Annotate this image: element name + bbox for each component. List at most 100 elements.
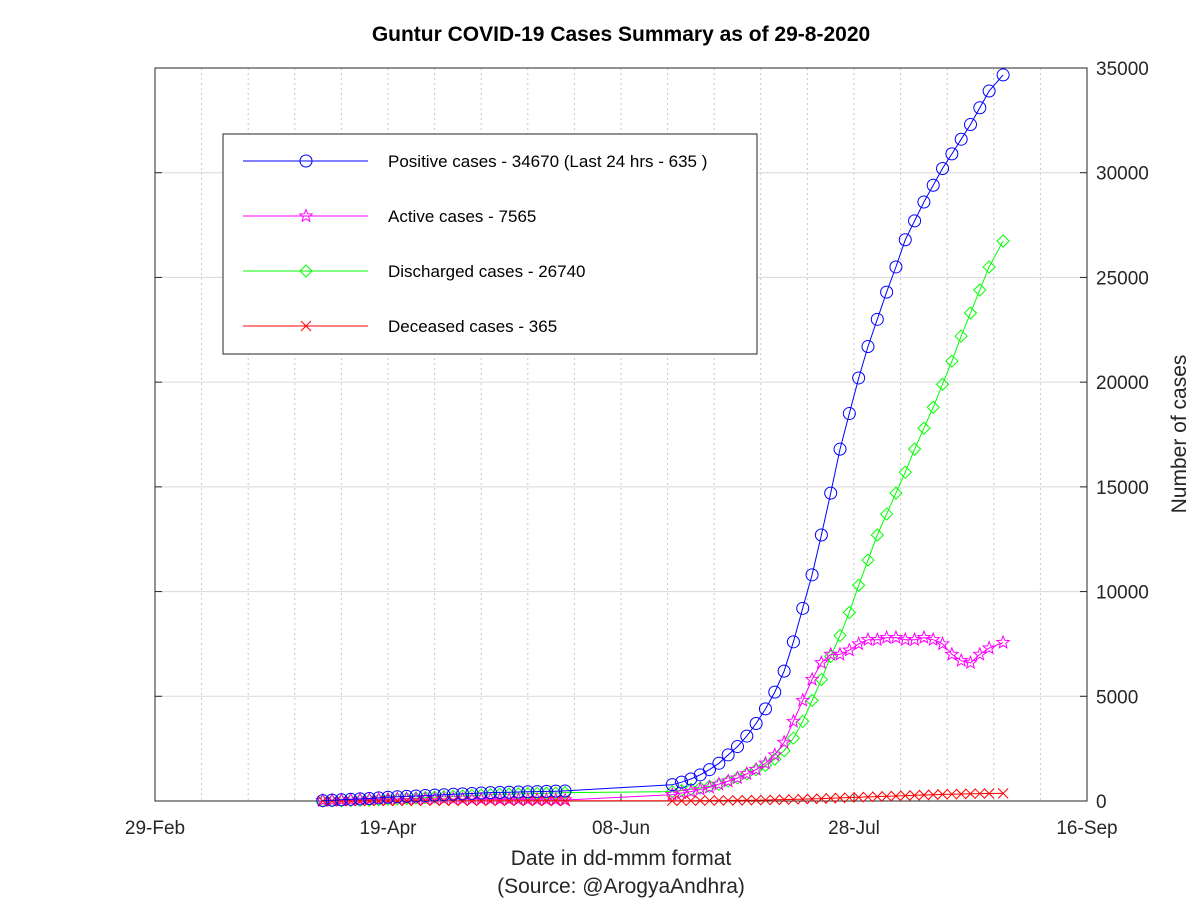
data-point-active [683,783,699,798]
data-point-positive [786,635,800,649]
data-point-deceased [741,794,753,806]
data-point-deceased [713,795,725,806]
x-tick-label: 29-Feb [125,818,185,839]
data-point-discharged [777,744,791,758]
data-point-positive [917,195,931,209]
data-point-deceased [722,795,734,806]
data-point-active [907,631,923,647]
y-tick-label: 35000 [1096,59,1149,80]
data-point-deceased [788,794,799,805]
data-point-deceased [983,788,995,799]
data-point-deceased [862,791,874,803]
series-group [315,68,1011,808]
data-point-discharged [786,731,801,745]
series-line-active [565,794,673,801]
data-point-active [729,770,746,785]
data-point-active [692,781,708,796]
data-point-discharged [833,628,847,643]
data-point-positive [344,792,358,806]
data-point-positive [796,601,810,615]
data-point-deceased [946,788,958,800]
legend-item-deceased: Deceased cases - 365 [243,317,557,336]
data-point-positive [665,778,679,792]
data-point-positive [721,748,735,762]
data-point-positive [684,772,698,786]
data-point-positive [418,789,432,803]
legend-marker-active [298,208,314,223]
series-line-positive [565,784,673,792]
data-point-positive [982,84,996,98]
data-point-deceased [559,795,571,807]
data-point-active [925,631,941,647]
data-point-active [916,629,932,645]
data-point-active [785,713,801,728]
data-point-deceased [457,795,468,807]
data-point-positive [474,786,488,800]
data-point-deceased [927,789,939,801]
series-positive [316,68,1010,808]
data-point-deceased [666,795,678,807]
data-point-positive [372,791,386,805]
data-point-active [795,692,811,707]
data-point-deceased [937,789,948,800]
data-point-discharged [879,507,894,521]
data-point-positive [353,792,367,806]
data-point-positive [926,178,940,192]
data-point-positive [428,788,442,802]
data-point-active [832,646,848,661]
data-point-positive [814,528,828,542]
legend-entries: Positive cases - 34670 (Last 24 hrs - 63… [243,152,707,336]
data-point-positive [381,790,395,804]
legend-label-deceased: Deceased cases - 365 [388,317,557,336]
data-point-discharged [973,283,987,297]
data-point-discharged [768,752,782,766]
data-point-deceased [816,793,827,804]
data-point-positive [325,793,339,807]
data-point-deceased [531,795,543,807]
data-point-deceased [997,788,1009,799]
data-point-deceased [974,788,986,799]
data-point-active [711,776,727,791]
series-line-positive [672,74,1004,786]
data-point-active [888,629,904,645]
data-point-active [804,671,820,686]
legend: Positive cases - 34670 (Last 24 hrs - 63… [222,133,758,355]
data-point-deceased [890,790,902,802]
chart-title: Guntur COVID-19 Cases Summary as of 29-8… [372,23,870,46]
series-line-discharged [565,791,673,794]
data-point-deceased [466,795,478,807]
data-point-positive [493,785,507,799]
data-point-active [748,761,764,776]
data-point-deceased [778,794,790,805]
data-point-deceased [797,793,809,805]
data-point-active [981,640,997,655]
data-point-positive [973,101,987,115]
data-point-active [962,654,979,670]
data-point-positive [852,371,866,385]
data-point-deceased [685,795,697,807]
data-point-active [841,642,857,657]
data-point-discharged [935,377,950,391]
data-point-positive [758,702,772,716]
data-point-positive [740,729,754,743]
data-point-discharged [917,421,931,435]
data-point-deceased [732,795,743,806]
data-point-positive [898,233,912,247]
data-point-discharged [926,400,940,414]
legend-item-discharged: Discharged cases - 26740 [243,262,586,281]
data-point-deceased [769,794,781,806]
data-point-positive [465,786,479,800]
data-point-positive [936,162,950,176]
data-point-deceased [550,795,562,807]
x-tick-label: 08-Jun [592,818,650,839]
data-point-deceased [806,793,818,805]
data-point-active [944,646,960,661]
data-point-positive [833,442,847,456]
legend-label-active: Active cases - 7565 [388,207,536,226]
legend-box [222,133,758,355]
data-point-discharged [954,329,968,343]
data-point-positive [945,147,959,161]
x-tick-label: 28-Jul [828,818,880,839]
data-point-positive [390,790,404,804]
data-point-deceased [881,790,892,802]
